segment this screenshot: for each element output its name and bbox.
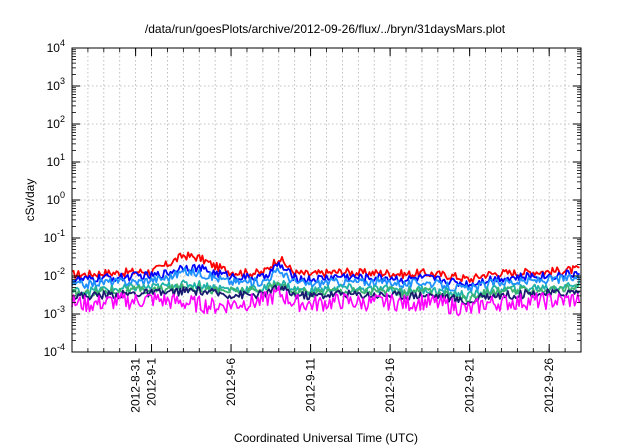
y-tick-base: 10 [44,307,58,321]
x-tick-label: 2012-8-31 [129,358,143,413]
y-tick-label: 101 [47,152,65,169]
chart-title: /data/run/goesPlots/archive/2012-09-26/f… [145,22,506,36]
series-line [71,279,581,301]
y-tick-base: 10 [47,117,61,131]
series-line [71,251,580,284]
y-tick-exponent: 2 [60,114,65,124]
x-axis: 2012-8-31 2012-9-1 2012-9-6 2012-9-11 2012-9… [87,48,566,413]
y-tick-label: 10-4 [44,342,65,359]
y-tick-base: 10 [47,79,61,93]
series-layer [71,251,581,317]
series-line [71,285,581,317]
x-tick-label: 2012-9-11 [304,358,318,412]
y-tick-label: 103 [47,76,65,93]
y-tick-base: 10 [44,269,58,283]
y-tick-exponent: 0 [60,190,65,200]
x-axis-label: Coordinated Universal Time (UTC) [234,431,418,445]
y-tick-exponent: 1 [60,152,65,162]
x-tick-label: 2012-9-1 [145,358,159,406]
y-tick-label: 10-1 [44,228,65,245]
x-tick-label: 2012-9-6 [224,358,238,406]
y-tick-label: 100 [47,190,65,207]
y-tick-exponent: -2 [57,266,65,276]
x-tick-label: 2012-9-26 [542,358,556,413]
series-line [71,284,581,306]
y-axis-label: cSv/day [23,179,37,222]
y-tick-exponent: -3 [57,304,65,314]
y-tick-base: 10 [47,193,61,207]
y-tick-base: 10 [47,155,61,169]
x-tick-label: 2012-9-21 [463,358,477,413]
series-line [71,266,581,293]
x-tick-label: 2012-9-16 [383,358,397,413]
y-tick-base: 10 [44,345,58,359]
y-tick-base: 10 [44,231,58,245]
y-tick-label: 102 [47,114,65,131]
y-tick-exponent: -1 [57,228,65,238]
y-tick-exponent: -4 [57,342,65,352]
series-line [71,261,581,290]
y-tick-exponent: 4 [60,38,65,48]
y-tick-exponent: 3 [60,76,65,86]
y-tick-base: 10 [47,41,61,55]
y-tick-label: 10-3 [44,304,65,321]
y-tick-label: 10-2 [44,266,65,283]
y-tick-label: 104 [47,38,65,55]
